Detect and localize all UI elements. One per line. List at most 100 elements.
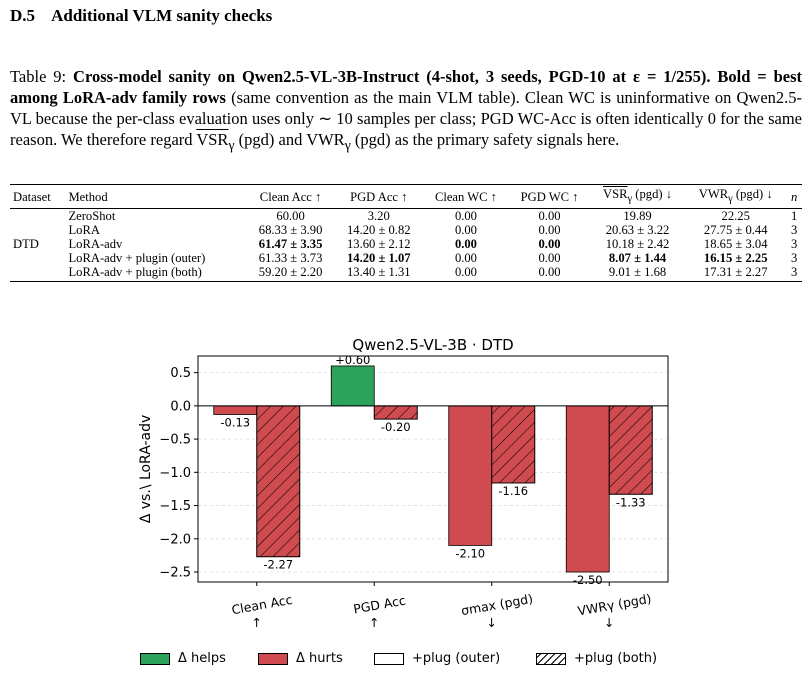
y-tick-label: −0.5 (159, 433, 191, 448)
cell-method: LoRA-adv + plugin (both) (65, 264, 247, 282)
plot-frame (197, 355, 669, 583)
table-header-row: Dataset Method Clean Acc ↑ PGD Acc ↑ Cle… (10, 184, 802, 209)
legend-label: Δ helps (178, 651, 226, 666)
bar (448, 405, 493, 546)
header-pgd-acc: PGD Acc ↑ (334, 184, 423, 209)
table-row: LoRA-adv + plugin (both) 59.20 ± 2.20 13.4… (10, 264, 802, 282)
cell-dataset (10, 208, 65, 223)
chart-title: Qwen2.5-VL-3B · DTD (352, 336, 513, 354)
cell-pgd-acc: 3.20 (367, 208, 390, 223)
table-body: ZeroShot 60.00 3.20 0.00 0.00 19.89 22.25 1 LoRA… (10, 208, 802, 282)
cell-clean-wc: 0.00 (454, 236, 477, 251)
caption-gamma-2: γ (344, 137, 351, 153)
cell-vsr: 20.63 ± 3.22 (605, 222, 670, 237)
bar-hatch (491, 405, 536, 484)
y-tick-label: 0.0 (170, 399, 191, 414)
bar-hatch (608, 405, 653, 495)
data-label: +0.60 (335, 353, 370, 367)
cell-clean-wc: 0.00 (422, 264, 510, 282)
cell-clean-acc: 68.33 ± 3.90 (258, 222, 323, 237)
x-tick-label: Clean Acc (230, 592, 293, 617)
table-row: DTD LoRA-adv 61.47 ± 3.35 13.60 ± 2.12 0.00 0… (10, 237, 802, 251)
x-tick-arrow: ↓ (487, 615, 497, 630)
cell-vwr: 18.65 ± 3.04 (703, 236, 768, 251)
results-table: Dataset Method Clean Acc ↑ PGD Acc ↑ Cle… (10, 184, 802, 282)
cell-pgd-wc: 0.00 (538, 250, 561, 265)
cell-pgd-wc: 0.00 (538, 236, 561, 251)
header-clean-acc: Clean Acc ↑ (246, 184, 335, 209)
legend-swatch (536, 652, 566, 665)
legend-swatch (258, 652, 288, 665)
data-label: -0.20 (381, 420, 411, 434)
header-clean-wc: Clean WC ↑ (422, 184, 510, 209)
cell-n: 1 (791, 208, 798, 223)
legend-label: +plug (outer) (412, 651, 501, 666)
cell-pgd-acc: 14.20 ± 0.82 (346, 222, 411, 237)
data-label: -1.16 (498, 484, 528, 498)
cell-pgd-wc: 0.00 (509, 264, 590, 282)
y-tick-label: −2.5 (159, 566, 191, 581)
cell-dataset (10, 251, 65, 265)
legend-item: Δ helps (140, 651, 226, 666)
cell-vwr: 22.25 (721, 208, 750, 223)
cell-clean-acc: 59.20 ± 2.20 (246, 264, 335, 282)
y-tick-label: −2.0 (159, 532, 191, 547)
header-vsr-term: VSR (603, 187, 628, 201)
legend-item: +plug (outer) (374, 651, 500, 666)
y-axis-label: Δ vs.\ LoRA-adv (138, 415, 154, 524)
header-n: n (786, 184, 802, 209)
caption-bold-note: Bold = best among LoRA-adv family rows (10, 67, 803, 107)
cell-vsr: 19.89 (623, 208, 652, 223)
x-tick-arrow: ↑ (369, 615, 379, 630)
x-tick-label: PGD Acc (352, 593, 407, 617)
cell-pgd-acc: 13.60 ± 2.12 (346, 236, 411, 251)
caption-text-2: (pgd) and (238, 130, 303, 149)
bar (330, 365, 375, 407)
section-heading: D.5 Additional VLM sanity checks (10, 6, 272, 26)
data-label: -2.50 (573, 573, 603, 587)
table-row: ZeroShot 60.00 3.20 0.00 0.00 19.89 22.25 1 (10, 208, 802, 223)
header-vwr-term: VWR (698, 187, 729, 201)
legend-item: Δ hurts (258, 651, 343, 666)
cell-clean-acc: 61.33 ± 3.73 (258, 250, 323, 265)
cell-clean-acc: 60.00 (276, 208, 305, 223)
cell-pgd-acc: 14.20 ± 1.07 (346, 250, 411, 265)
data-label: -1.33 (616, 495, 646, 509)
delta-bar-chart: -0.13 +0.60 -2.10 -2.50 -2.27 -0.20 -1.16 -1.33… (138, 336, 669, 630)
y-tick-label: −1.0 (159, 466, 191, 481)
cell-method: ZeroShot (68, 208, 116, 223)
data-label: -2.27 (263, 558, 293, 572)
caption-gamma-1: γ (228, 137, 235, 153)
header-vwr-suffix: (pgd) ↓ (735, 187, 773, 201)
cell-vsr: 8.07 ± 1.44 (608, 250, 667, 265)
header-vsr-gamma: γ (627, 193, 633, 205)
cell-dataset (10, 264, 66, 282)
legend-item: +plug (both) (536, 651, 657, 666)
bar-hatch (256, 405, 301, 558)
y-tick-label: 0.5 (170, 366, 191, 381)
header-vwr-gamma: γ (728, 193, 733, 205)
legend-swatch (140, 652, 170, 665)
table-caption: Table 9: Cross-model sanity on Qwen2.5-V… (10, 66, 802, 155)
x-tick-arrow: ↑ (252, 615, 262, 630)
cell-clean-wc: 0.00 (454, 208, 477, 223)
caption-bold-title: Cross-model sanity on Qwen2.5-VL-3B-Inst… (73, 67, 711, 86)
section-number: D.5 (10, 6, 36, 25)
header-method: Method (65, 184, 247, 209)
cell-n: 3 (791, 250, 798, 265)
data-label: -0.13 (220, 415, 250, 429)
cell-method: LoRA (68, 222, 100, 237)
cell-dataset (10, 223, 65, 237)
caption-vsr-term: VSR (196, 130, 229, 149)
table-row: LoRA 68.33 ± 3.90 14.20 ± 0.82 0.00 0.00 20.6… (10, 223, 802, 237)
x-tick-arrow: ↓ (604, 615, 614, 630)
cell-n: 3 (791, 236, 798, 251)
table-row: LoRA-adv + plugin (outer) 61.33 ± 3.73 14.… (10, 251, 802, 265)
header-vsr-suffix: (pgd) ↓ (635, 187, 673, 201)
header-dataset: Dataset (10, 184, 66, 209)
header-pgd-wc: PGD WC ↑ (509, 184, 590, 209)
caption-text-3: (pgd) as the primary safety signals here… (354, 130, 620, 149)
cell-dataset: DTD (13, 236, 39, 251)
cell-method: LoRA-adv (68, 236, 123, 251)
header-vwr: VWRγ (pgd) ↓ (685, 184, 787, 209)
